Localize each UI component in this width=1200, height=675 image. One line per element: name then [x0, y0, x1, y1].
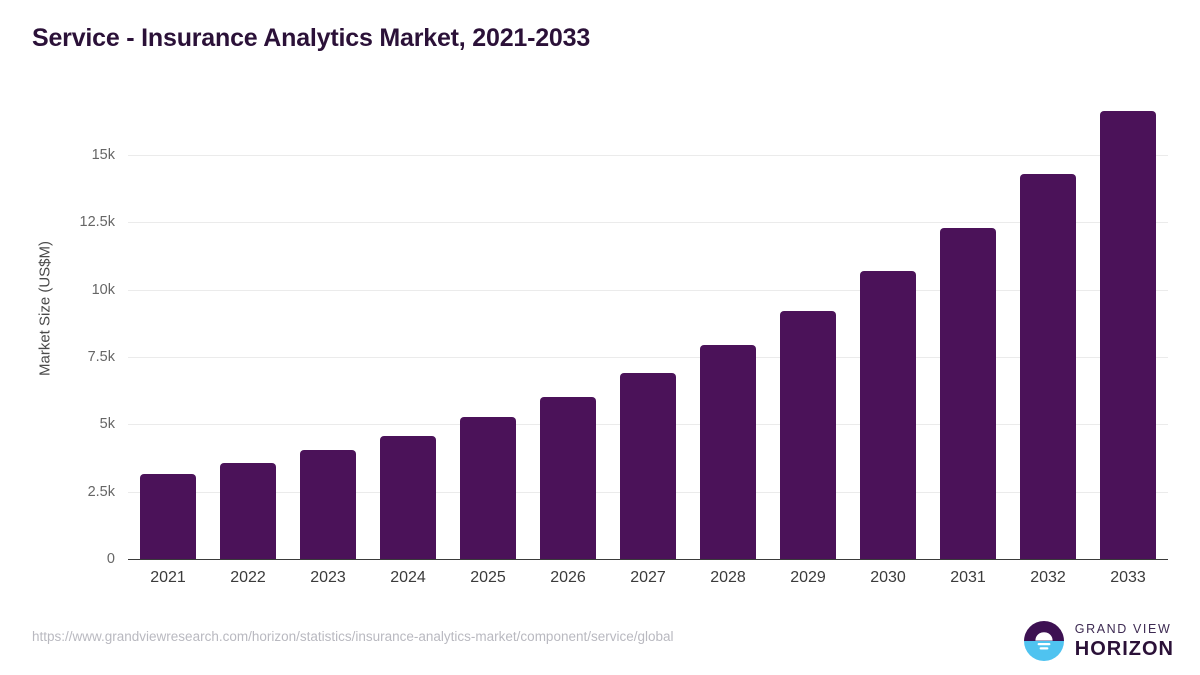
- bar-2031[interactable]: [940, 227, 996, 559]
- y-tick-label: 12.5k: [79, 214, 115, 231]
- x-tick-label-2028: 2028: [710, 569, 746, 586]
- bar-2025[interactable]: [460, 417, 516, 559]
- x-tick-label-2030: 2030: [870, 569, 906, 586]
- gridline: [128, 357, 1168, 358]
- x-tick-label-2024: 2024: [390, 569, 426, 586]
- gridline: [128, 155, 1168, 156]
- horizon-circle-icon: [1023, 621, 1064, 661]
- x-tick-label-2029: 2029: [790, 569, 826, 586]
- source-url[interactable]: https://www.grandviewresearch.com/horizo…: [32, 629, 674, 644]
- logo-line1: GRAND VIEW: [1074, 622, 1172, 637]
- x-tick-label-2027: 2027: [630, 569, 666, 586]
- x-tick-label-2032: 2032: [1030, 569, 1066, 586]
- bar-2032[interactable]: [1020, 173, 1076, 559]
- bar-2029[interactable]: [780, 311, 836, 559]
- y-tick-label: 15k: [91, 147, 115, 163]
- x-tick-label-2022: 2022: [230, 569, 266, 586]
- bar-2023[interactable]: [300, 449, 356, 559]
- y-tick-label: 2.5k: [87, 483, 115, 500]
- x-tick-label-2025: 2025: [470, 569, 506, 586]
- bar-2024[interactable]: [380, 436, 436, 559]
- bar-2027[interactable]: [620, 373, 676, 559]
- x-tick-label-2026: 2026: [550, 569, 586, 586]
- y-tick-label: 10k: [91, 281, 115, 298]
- x-tick-label-2023: 2023: [310, 569, 346, 586]
- bar-2026[interactable]: [540, 397, 596, 559]
- bar-2021[interactable]: [140, 474, 196, 559]
- grand-view-horizon-logo: GRAND VIEW HORIZON: [1022, 618, 1174, 664]
- logo-line2: HORIZON: [1074, 637, 1174, 660]
- bar-2033[interactable]: [1100, 110, 1156, 559]
- logo-wordmark: GRAND VIEW HORIZON: [1075, 623, 1174, 659]
- gridline: [128, 222, 1168, 224]
- y-tick-label: 0: [106, 551, 115, 567]
- bar-2022[interactable]: [220, 463, 276, 559]
- page-title: Service - Insurance Analytics Market, 20…: [32, 24, 591, 52]
- y-axis-ticks: 0 2.5k 5k 7.5k 10k 12.5k 15k: [45, 0, 115, 675]
- bar-2030[interactable]: [860, 270, 916, 559]
- x-axis-line: [128, 558, 1168, 560]
- gridline: [128, 289, 1168, 291]
- bar-2028[interactable]: [700, 344, 756, 559]
- y-tick-label: 7.5k: [87, 349, 115, 365]
- x-tick-label-2031: 2031: [950, 569, 986, 586]
- y-tick-label: 5k: [99, 416, 115, 433]
- x-tick-label-2021: 2021: [150, 569, 186, 586]
- x-tick-label-2033: 2033: [1110, 569, 1146, 586]
